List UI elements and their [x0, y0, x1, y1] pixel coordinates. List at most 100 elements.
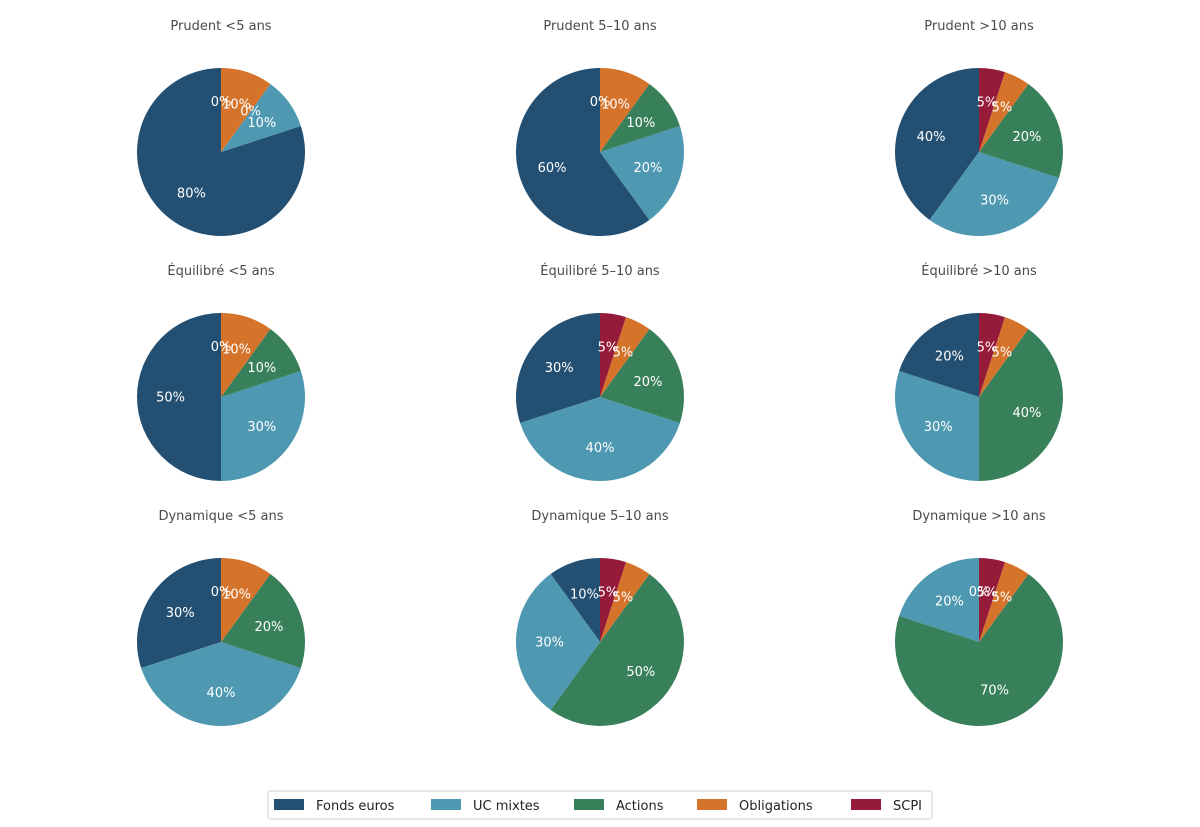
- slice-labels: 10% 30% 50% 5%5%: [535, 586, 655, 680]
- pie-dynamique-5-10-ans: Dynamique 5–10 ans 10% 30% 50% 5%5%: [516, 509, 684, 726]
- slice-uc-mixtes: [520, 397, 680, 481]
- slice-fonds-euros: [895, 68, 979, 220]
- slices: [137, 558, 305, 726]
- pie-equilibre-5-10-ans: Équilibré 5–10 ans 30% 40% 20% 5%5%: [516, 263, 684, 481]
- slice-label-fonds-euros: 30%: [166, 606, 195, 621]
- slice-obligations: [600, 68, 650, 152]
- slice-label-uc-mixtes: 20%: [633, 161, 662, 176]
- slice-label-uc-mixtes: 30%: [924, 420, 953, 435]
- legend-label-uc-mixtes: UC mixtes: [473, 799, 540, 814]
- slice-label-uc-mixtes: 10%: [247, 116, 276, 131]
- slice-label-scpi: 5%: [598, 341, 619, 356]
- slice-fonds-euros: [515, 68, 650, 236]
- slice-label-actions: 0%: [240, 105, 261, 120]
- slice-label-fonds-euros: 60%: [538, 161, 567, 176]
- pie-title: Prudent 5–10 ans: [543, 19, 657, 34]
- slice-label-scpi: 0%: [211, 340, 232, 355]
- slice-labels: 60% 20%10%10%0%: [538, 95, 663, 176]
- slice-label-uc-mixtes: 30%: [535, 636, 564, 651]
- slice-obligations: [221, 558, 271, 642]
- slice-scpi: [979, 558, 1005, 642]
- slice-scpi: [600, 558, 626, 642]
- slice-obligations: [979, 562, 1029, 642]
- legend-item-actions: Actions: [574, 799, 664, 814]
- slice-label-obligations: 10%: [222, 98, 251, 113]
- slice-fonds-euros: [899, 313, 979, 397]
- slice-label-obligations: 10%: [222, 343, 251, 358]
- slices: [137, 68, 305, 237]
- slice-obligations: [979, 72, 1029, 152]
- slice-label-scpi: 5%: [977, 341, 998, 356]
- slice-label-obligations: 10%: [601, 98, 630, 113]
- slice-uc-mixtes: [516, 574, 600, 710]
- legend-swatch-fonds-euros: [274, 799, 304, 810]
- slice-label-obligations: 5%: [613, 346, 634, 361]
- pie-dynamique-10-ans: Dynamique >10 ans 0% 20% 70% 5%5%: [895, 509, 1064, 727]
- slice-actions: [600, 329, 684, 423]
- slice-label-scpi: 5%: [977, 96, 998, 111]
- slice-label-fonds-euros: 20%: [935, 350, 964, 365]
- slice-label-fonds-euros: 40%: [917, 130, 946, 145]
- legend-label-fonds-euros: Fonds euros: [316, 799, 395, 814]
- slice-actions: [221, 329, 301, 397]
- slice-label-fonds-euros: 30%: [545, 361, 574, 376]
- slice-scpi: [979, 313, 1005, 397]
- pie-title: Équilibré >10 ans: [921, 263, 1037, 279]
- slice-uc-mixtes: [929, 152, 1059, 237]
- slice-label-uc-mixtes: 30%: [247, 420, 276, 435]
- slice-uc-mixtes: [141, 642, 301, 726]
- slices: [895, 558, 1064, 727]
- slice-fonds-euros: [137, 313, 221, 481]
- slice-labels: 20% 30% 40% 5%5%: [924, 341, 1042, 435]
- slice-labels: 30% 40% 20% 10%0%: [166, 585, 284, 701]
- legend-label-obligations: Obligations: [739, 799, 813, 814]
- slice-label-fonds-euros: 50%: [156, 391, 185, 406]
- slice-label-actions: 20%: [254, 620, 283, 635]
- slice-labels: 0% 20% 70% 5%5%: [935, 585, 1012, 698]
- slice-label-actions: 40%: [1012, 406, 1041, 421]
- slice-label-uc-mixtes: 30%: [980, 193, 1009, 208]
- pie-prudent-10-ans: Prudent >10 ans 40% 30% 20% 5%5%: [895, 19, 1063, 237]
- pie-title: Équilibré <5 ans: [167, 263, 274, 279]
- slice-label-scpi: 0%: [590, 95, 611, 110]
- slice-scpi: [600, 313, 626, 397]
- slice-label-actions: 20%: [1012, 130, 1041, 145]
- slice-actions: [979, 329, 1063, 481]
- legend-item-obligations: Obligations: [697, 799, 813, 814]
- legend-item-uc-mixtes: UC mixtes: [431, 799, 540, 814]
- slices: [895, 68, 1063, 237]
- slice-label-uc-mixtes: 40%: [586, 441, 615, 456]
- slice-label-obligations: 5%: [613, 591, 634, 606]
- slice-label-scpi: 0%: [211, 585, 232, 600]
- slice-label-fonds-euros: 0%: [969, 585, 990, 600]
- slice-actions: [600, 84, 680, 152]
- slices: [515, 68, 684, 236]
- legend-item-fonds-euros: Fonds euros: [274, 799, 395, 814]
- slice-actions: [550, 574, 684, 726]
- slice-labels: 80%10%0%10%0%: [177, 95, 276, 201]
- slice-actions: [895, 574, 1064, 727]
- legend-swatch-actions: [574, 799, 604, 810]
- slices: [137, 313, 305, 481]
- slice-labels: 30% 40% 20% 5%5%: [545, 341, 663, 456]
- slice-label-fonds-euros: 80%: [177, 186, 206, 201]
- slice-label-actions: 10%: [247, 361, 276, 376]
- slice-actions: [979, 84, 1063, 178]
- slice-obligations: [600, 562, 650, 642]
- slice-uc-mixtes: [899, 558, 979, 642]
- slice-label-uc-mixtes: 40%: [207, 686, 236, 701]
- slice-obligations: [979, 317, 1029, 397]
- slice-label-uc-mixtes: 20%: [935, 595, 964, 610]
- slice-label-scpi: 0%: [211, 95, 232, 110]
- legend-swatch-obligations: [697, 799, 727, 810]
- slice-label-obligations: 5%: [992, 346, 1013, 361]
- slice-obligations: [221, 313, 271, 397]
- slice-uc-mixtes: [221, 84, 301, 152]
- slice-fonds-euros: [137, 558, 221, 668]
- legend-swatch-scpi: [851, 799, 881, 810]
- slice-label-actions: 20%: [633, 375, 662, 390]
